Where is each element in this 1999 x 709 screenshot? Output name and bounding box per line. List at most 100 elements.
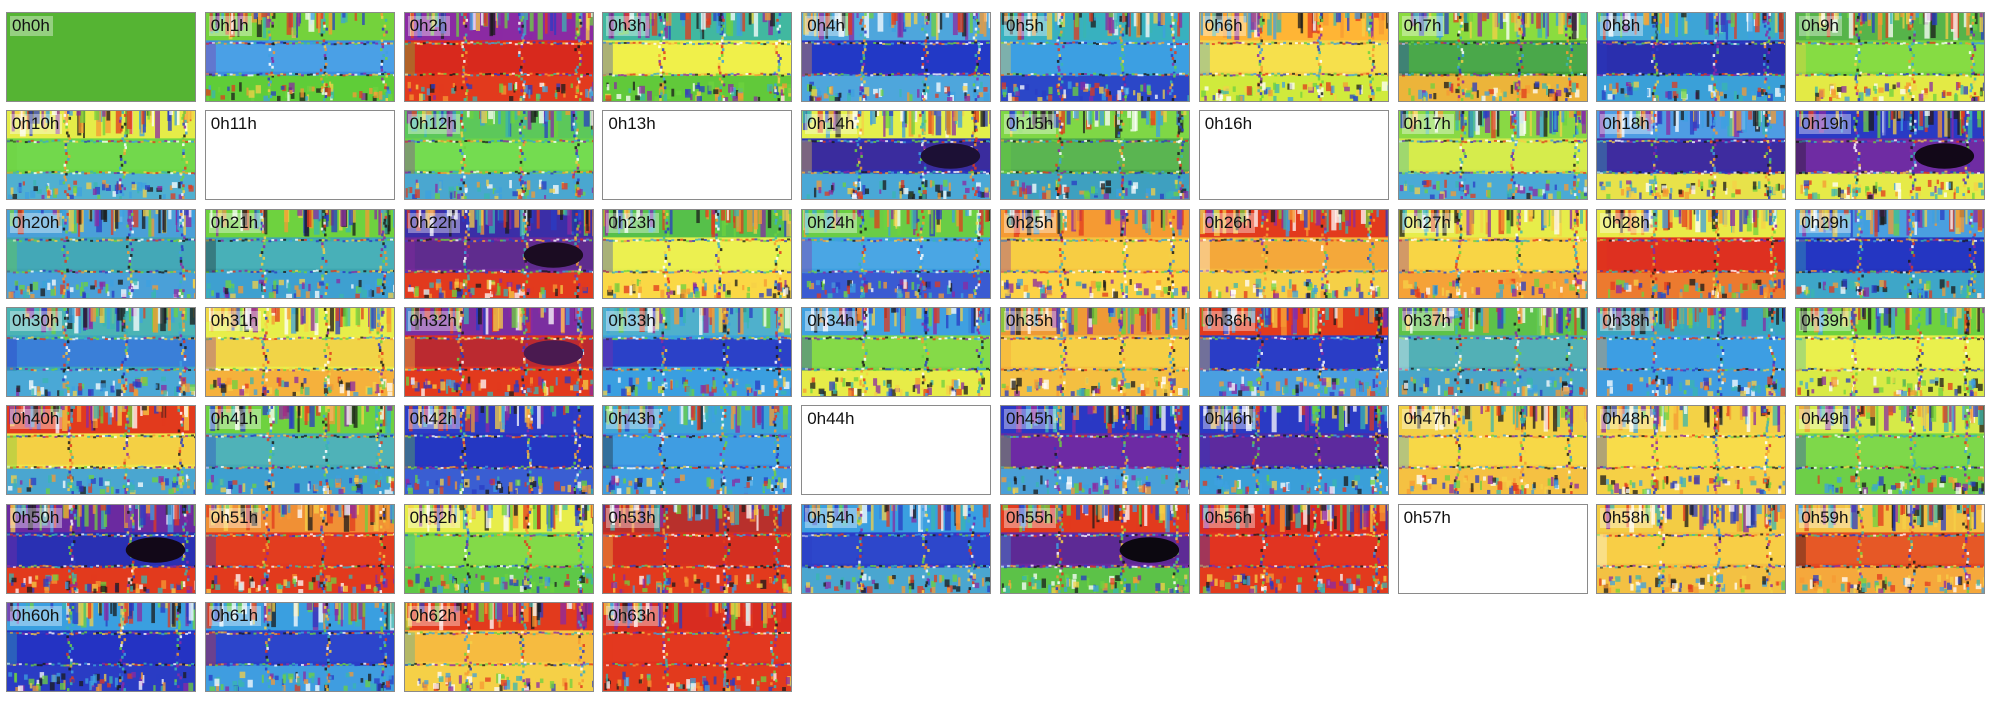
tile-label: 0h20h [10, 212, 63, 233]
tile: 0h30h [6, 306, 196, 397]
tile: 0h55h [1000, 503, 1190, 594]
tile-label: 0h0h [10, 16, 53, 36]
tile-image [1597, 504, 1786, 593]
tile-image [1796, 307, 1985, 396]
tile-label: 0h26h [1202, 212, 1256, 233]
tile: 0h24h [801, 208, 992, 299]
tile-label: 0h38h [1600, 310, 1653, 331]
tile: 0h56h [1198, 503, 1389, 594]
tile-grid: 0h0h 0h1h 0h2h 0h3h 0h4h 0h5h 0h6h 0h7h 0h8h 0h9h… [6, 12, 1996, 702]
tile-label: 0h43h [606, 409, 659, 430]
tile-image [205, 602, 394, 691]
tile: 0h45h [1000, 405, 1190, 496]
tile-image [802, 504, 991, 593]
tile: 0h7h [1397, 12, 1588, 102]
tile-label: 0h41h [208, 409, 262, 430]
tile-image [1597, 406, 1786, 495]
tile-label: 0h12h [407, 114, 460, 135]
tile-label: 0h36h [1202, 310, 1256, 331]
tile-image [802, 307, 991, 396]
tile-label: 0h4h [805, 16, 849, 36]
tile-image [1001, 209, 1189, 298]
tile: 0h18h [1596, 110, 1787, 201]
tile: 0h29h [1795, 208, 1986, 299]
tile: 0h37h [1397, 306, 1588, 397]
tile-label: 0h22h [407, 212, 460, 233]
tile-label: 0h16h [1203, 114, 1255, 134]
tile-label: 0h1h [208, 16, 252, 36]
tile: 0h19h [1795, 110, 1986, 201]
tile-label: 0h61h [208, 605, 262, 626]
tile: 0h47h [1397, 405, 1588, 496]
tile: 0h15h [1000, 110, 1190, 201]
tile: 0h27h [1397, 208, 1588, 299]
tile-image [1001, 406, 1189, 495]
tile-label: 0h25h [1004, 212, 1057, 233]
tile-label: 0h56h [1202, 507, 1256, 528]
tile: 0h31h [204, 306, 395, 397]
tile-label: 0h62h [407, 605, 460, 626]
tile-image [404, 307, 593, 396]
tile: 0h32h [403, 306, 594, 397]
tile: 0h49h [1795, 405, 1986, 496]
tile: 0h16h [1198, 110, 1389, 201]
tile: 0h28h [1596, 208, 1787, 299]
tile: 0h8h [1596, 12, 1787, 102]
tile: 0h38h [1596, 306, 1787, 397]
tile-label: 0h24h [805, 212, 858, 233]
tile-label: 0h58h [1600, 507, 1653, 528]
tile-label: 0h53h [606, 507, 659, 528]
tile-image [1796, 504, 1985, 593]
tile: 0h46h [1198, 405, 1389, 496]
tile: 0h34h [801, 306, 992, 397]
tile-label: 0h3h [606, 16, 650, 36]
tile: 0h4h [801, 12, 992, 102]
tile-label: 0h52h [407, 507, 460, 528]
tile: 0h26h [1198, 208, 1389, 299]
tile: 0h12h [403, 110, 594, 201]
tile-label: 0h44h [805, 409, 857, 429]
tile-image [603, 406, 792, 495]
tile: 0h11h [204, 110, 395, 201]
tile: 0h43h [602, 405, 793, 496]
tile: 0h6h [1198, 12, 1389, 102]
tile-image [1796, 13, 1985, 101]
tile-image [802, 13, 991, 101]
tile-image [7, 307, 195, 396]
tile-image [205, 13, 394, 101]
tile-image [1199, 307, 1388, 396]
tile-image [1199, 13, 1388, 101]
tile: 0h33h [602, 306, 793, 397]
tile-image [1001, 111, 1189, 200]
tile: 0h17h [1397, 110, 1588, 201]
tile-image [1001, 504, 1189, 593]
tile: 0h62h [403, 601, 594, 692]
tile-image [603, 602, 792, 691]
tile-label: 0h14h [805, 114, 858, 135]
tile-label: 0h6h [1202, 16, 1246, 36]
tile: 0h63h [602, 601, 793, 692]
tile-label: 0h15h [1004, 114, 1057, 135]
tile: 0h44h [801, 405, 992, 496]
tile-label: 0h46h [1202, 409, 1256, 430]
tile: 0h0h [6, 12, 196, 102]
tile-label: 0h5h [1004, 16, 1047, 36]
tile: 0h2h [403, 12, 594, 102]
tile-image [1796, 111, 1985, 200]
tile: 0h1h [204, 12, 395, 102]
tile-label: 0h2h [407, 16, 451, 36]
tile-image [7, 406, 195, 495]
tile-image [1199, 209, 1388, 298]
tile-label: 0h11h [209, 114, 260, 134]
tile-image [1001, 307, 1189, 396]
tile: 0h23h [602, 208, 793, 299]
tile: 0h59h [1795, 503, 1986, 594]
tile-label: 0h23h [606, 212, 659, 233]
tile-image [802, 111, 991, 200]
tile: 0h5h [1000, 12, 1190, 102]
tile-image [1597, 209, 1786, 298]
tile-image [7, 602, 195, 691]
tile-image [205, 307, 394, 396]
tile-label: 0h57h [1402, 508, 1454, 528]
tile-label: 0h8h [1600, 16, 1644, 36]
